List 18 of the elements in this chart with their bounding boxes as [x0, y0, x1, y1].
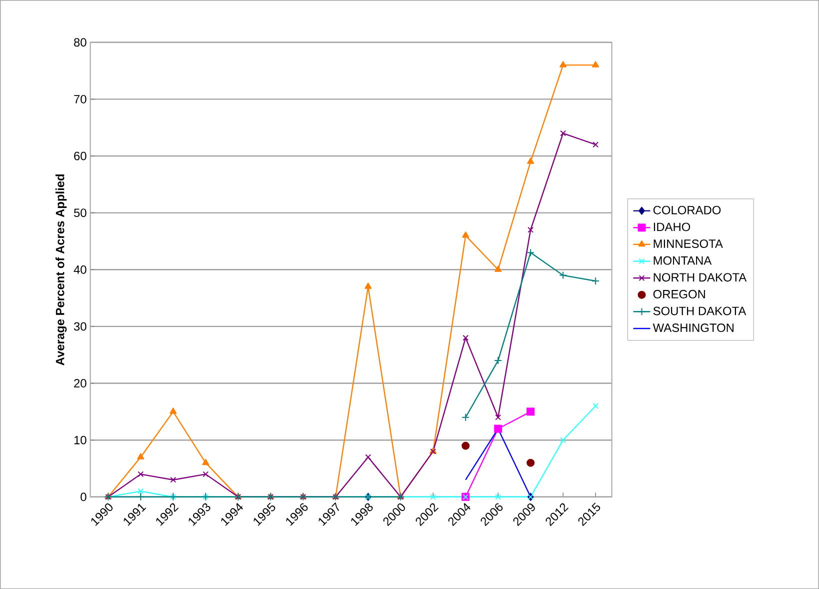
y-tick-label: 10	[74, 436, 86, 444]
y-tick-label: 20	[74, 378, 86, 388]
legend-label: MINNESOTA	[654, 239, 723, 248]
y-tick-label: 80	[74, 38, 86, 46]
y-tick-label: 50	[74, 208, 86, 217]
y-axis-title: Average Percent of Acres Applied	[56, 174, 67, 366]
y-tick-label: 40	[74, 265, 86, 274]
y-tick-label: 0	[80, 492, 86, 502]
legend-label: SOUTH DAKOTA	[653, 306, 746, 316]
legend-label: NORTH DAKOTA	[654, 273, 747, 282]
y-tick-label: 30	[74, 322, 86, 331]
legend-label: WASHINGTON	[652, 323, 734, 332]
legend-label: MONTANA	[654, 256, 712, 265]
legend-label: COLORADO	[653, 206, 721, 214]
legend-label: IDAHO	[654, 222, 690, 232]
y-tick-label: 60	[74, 152, 86, 160]
y-tick-label: 70	[74, 94, 86, 104]
legend-label: OREGON	[653, 290, 705, 298]
